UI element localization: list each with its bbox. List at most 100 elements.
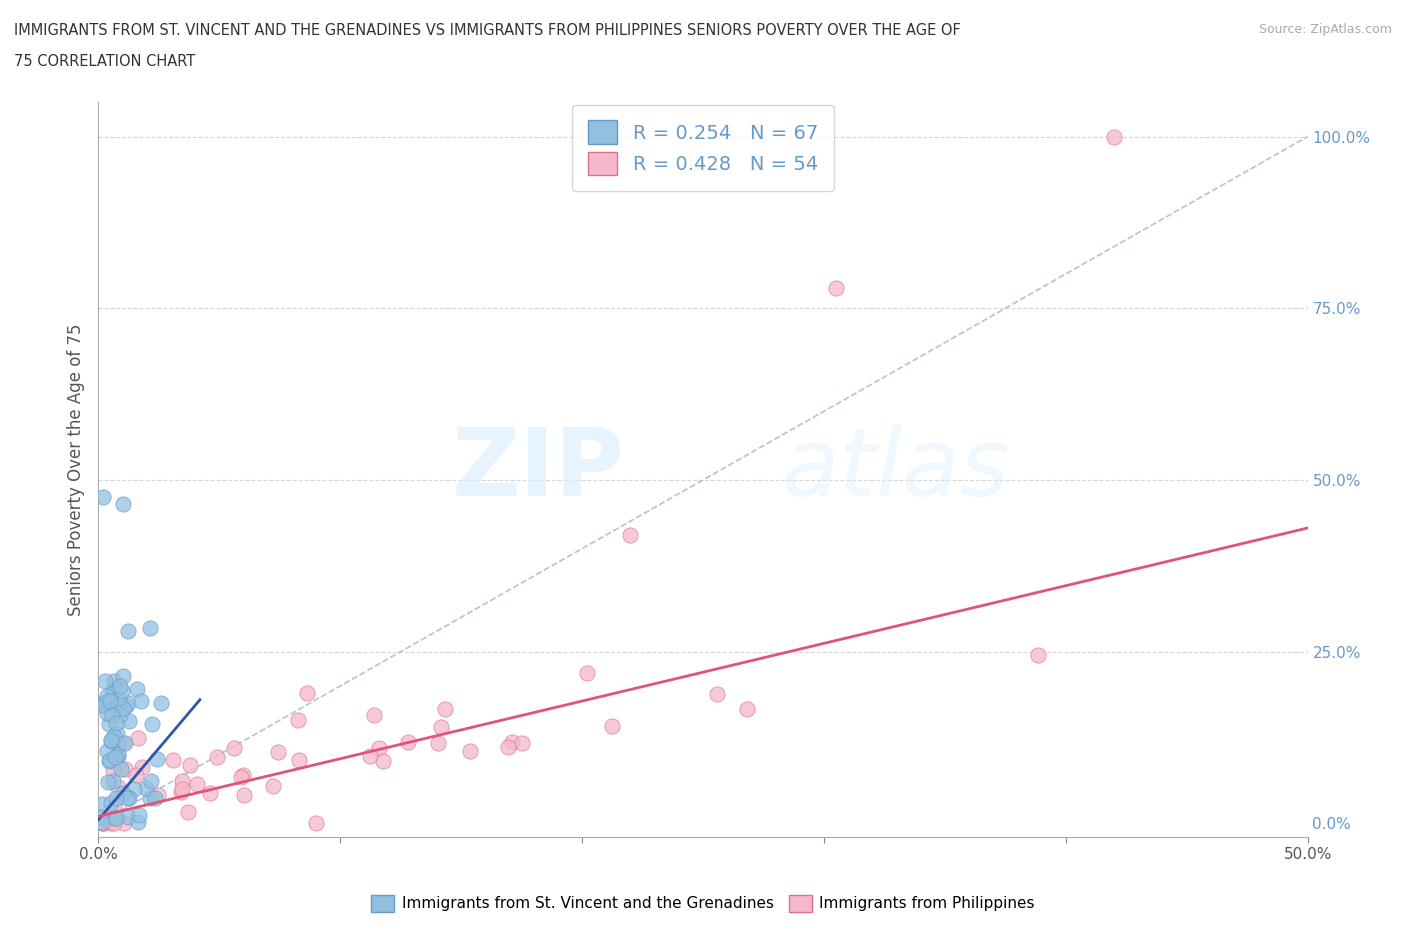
Point bbox=[117, 790, 139, 805]
Point bbox=[100, 733, 122, 748]
Point bbox=[101, 763, 124, 777]
Text: 75 CORRELATION CHART: 75 CORRELATION CHART bbox=[14, 54, 195, 69]
Point bbox=[396, 735, 419, 750]
Point bbox=[108, 708, 131, 723]
Point bbox=[232, 768, 254, 783]
Point bbox=[1102, 129, 1125, 144]
Point bbox=[146, 788, 169, 803]
Point bbox=[111, 669, 134, 684]
Point bbox=[363, 708, 385, 723]
Point bbox=[117, 696, 139, 711]
Point bbox=[100, 816, 122, 830]
Point bbox=[105, 725, 128, 740]
Point bbox=[103, 674, 125, 689]
Point bbox=[114, 698, 136, 713]
Point bbox=[172, 782, 194, 797]
Legend: R = 0.254   N = 67, R = 0.428   N = 54: R = 0.254 N = 67, R = 0.428 N = 54 bbox=[572, 105, 834, 191]
Point bbox=[118, 790, 141, 805]
Point bbox=[430, 720, 453, 735]
Point bbox=[162, 753, 184, 768]
Point bbox=[101, 686, 124, 701]
Point bbox=[94, 673, 117, 688]
Point bbox=[107, 746, 129, 761]
Point bbox=[103, 816, 125, 830]
Point bbox=[101, 774, 124, 789]
Point bbox=[98, 694, 121, 709]
Point bbox=[305, 816, 328, 830]
Point bbox=[205, 750, 228, 764]
Point bbox=[127, 815, 149, 830]
Point bbox=[501, 735, 523, 750]
Point bbox=[131, 759, 153, 774]
Point bbox=[96, 744, 118, 759]
Point bbox=[103, 811, 125, 826]
Point bbox=[117, 810, 139, 825]
Point bbox=[91, 698, 114, 712]
Point bbox=[100, 734, 122, 749]
Point bbox=[170, 774, 193, 789]
Point bbox=[114, 761, 136, 776]
Point bbox=[91, 816, 114, 830]
Point bbox=[1026, 647, 1049, 662]
Point bbox=[101, 707, 124, 722]
Text: Source: ZipAtlas.com: Source: ZipAtlas.com bbox=[1258, 23, 1392, 36]
Point bbox=[112, 816, 135, 830]
Point bbox=[295, 686, 318, 701]
Point bbox=[93, 489, 115, 504]
Point bbox=[458, 743, 481, 758]
Point bbox=[150, 696, 173, 711]
Point bbox=[111, 684, 134, 698]
Point bbox=[112, 701, 135, 716]
Point bbox=[287, 712, 309, 727]
Point bbox=[127, 682, 149, 697]
Point bbox=[107, 737, 129, 751]
Point bbox=[186, 777, 208, 791]
Point bbox=[200, 786, 222, 801]
Point bbox=[262, 778, 284, 793]
Point bbox=[427, 736, 450, 751]
Point bbox=[91, 816, 114, 830]
Point bbox=[139, 774, 162, 789]
Point bbox=[135, 781, 157, 796]
Point bbox=[706, 687, 728, 702]
Text: ZIP: ZIP bbox=[451, 424, 624, 515]
Point bbox=[114, 736, 136, 751]
Point bbox=[128, 807, 150, 822]
Point bbox=[104, 715, 127, 730]
Point bbox=[122, 782, 145, 797]
Point bbox=[96, 706, 118, 721]
Point bbox=[112, 496, 135, 511]
Point bbox=[498, 739, 520, 754]
Point bbox=[97, 716, 120, 731]
Point bbox=[129, 694, 152, 709]
Point bbox=[177, 804, 200, 819]
Point bbox=[127, 730, 149, 745]
Point bbox=[91, 815, 114, 830]
Point bbox=[91, 696, 114, 711]
Point bbox=[575, 666, 598, 681]
Text: IMMIGRANTS FROM ST. VINCENT AND THE GRENADINES VS IMMIGRANTS FROM PHILIPPINES SE: IMMIGRANTS FROM ST. VINCENT AND THE GREN… bbox=[14, 23, 960, 38]
Point bbox=[112, 736, 135, 751]
Point bbox=[107, 748, 129, 763]
Point bbox=[94, 695, 117, 710]
Point bbox=[100, 796, 122, 811]
Point bbox=[91, 796, 114, 811]
Point bbox=[141, 716, 163, 731]
Point bbox=[107, 780, 129, 795]
Point bbox=[98, 693, 121, 708]
Point bbox=[108, 679, 131, 694]
Point bbox=[146, 751, 169, 766]
Point bbox=[98, 692, 121, 707]
Point bbox=[222, 740, 245, 755]
Point bbox=[91, 816, 114, 830]
Point bbox=[118, 714, 141, 729]
Point bbox=[735, 701, 758, 716]
Point bbox=[125, 767, 148, 782]
Point bbox=[179, 758, 201, 773]
Point bbox=[138, 620, 160, 635]
Point bbox=[108, 691, 131, 706]
Point bbox=[90, 809, 112, 824]
Point bbox=[103, 800, 125, 815]
Point bbox=[104, 790, 127, 805]
Point bbox=[139, 790, 162, 805]
